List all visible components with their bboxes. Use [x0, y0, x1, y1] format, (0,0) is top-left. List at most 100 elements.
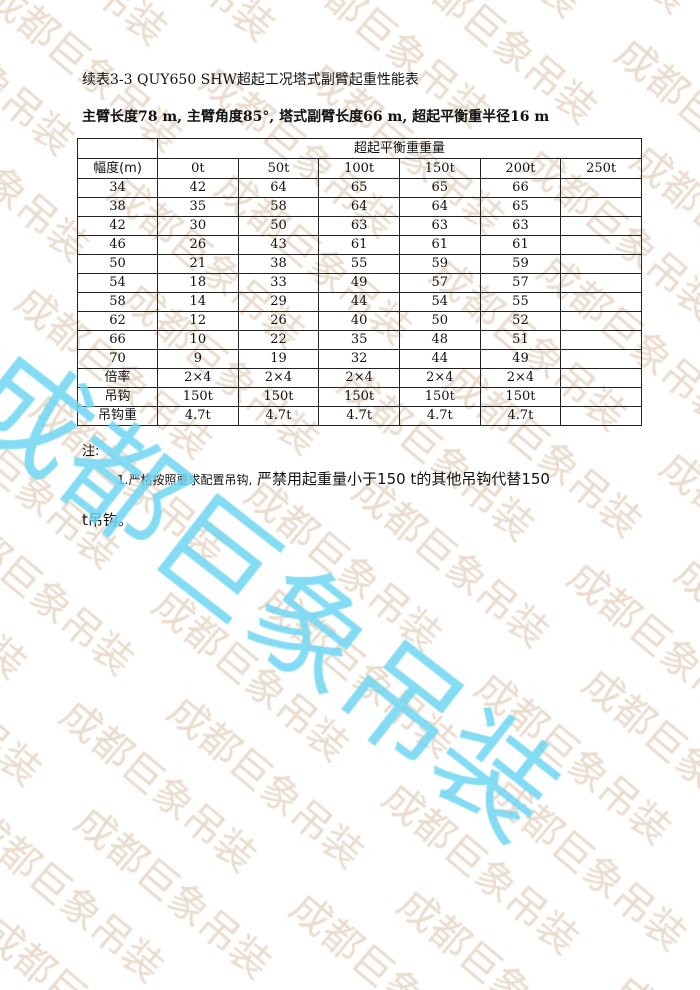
note-item-1: 1.严格按照要求配置吊钩, 严禁用起重量小于150 t的其他吊钩代替150: [82, 469, 662, 490]
table-cell: 57: [479, 273, 562, 293]
table-cell: 2×4: [479, 368, 562, 388]
table-cell: 4.7t: [237, 406, 320, 426]
table-cell: 64: [318, 197, 400, 217]
note-item-1-continued: t吊钩。: [82, 511, 133, 529]
table-cell: [560, 330, 642, 350]
table-cell: 51: [479, 330, 562, 350]
table-row: 58 14 29 44 54 55: [77, 292, 642, 312]
table-cell: 58: [77, 292, 158, 312]
table-cell: [560, 273, 642, 293]
table-cell: [560, 368, 642, 388]
table-cell: 2×4: [398, 368, 481, 388]
table-cell: 63: [479, 216, 562, 236]
table-cell: [560, 216, 642, 236]
table-cell: 59: [479, 254, 562, 274]
load-chart-table: 超起平衡重重量 幅度(m) 0t 50t 100t 150t 200t 250t 34 42 64…: [77, 138, 642, 426]
table-row: 吊钩 150t 150t 150t 150t 150t: [77, 387, 642, 407]
table-cell: 150t: [157, 387, 239, 407]
table-cell: [560, 235, 642, 255]
table-cell: [560, 292, 642, 312]
table-cell: 50: [398, 311, 481, 331]
table-cell: [560, 349, 642, 369]
table-cell: 57: [398, 273, 481, 293]
table-cell: 34: [77, 178, 158, 198]
column-header: 150t: [398, 158, 481, 179]
table-cell: 2×4: [237, 368, 320, 388]
table-cell: 65: [398, 178, 481, 198]
table-cell: 42: [77, 216, 158, 236]
table-cell: [77, 138, 158, 159]
table-row: 34 42 64 65 65 66: [77, 178, 642, 198]
table-cell: 48: [398, 330, 481, 350]
table-cell: 32: [318, 349, 400, 369]
table-row: 38 35 58 64 64 65: [77, 197, 642, 217]
table-cell: 22: [237, 330, 320, 350]
column-header: 200t: [479, 158, 562, 179]
table-cell: 54: [77, 273, 158, 293]
table-cell: 12: [157, 311, 239, 331]
table-cell: 14: [157, 292, 239, 312]
table-cell: 61: [398, 235, 481, 255]
table-cell: 44: [398, 349, 481, 369]
table-cell: 50: [237, 216, 320, 236]
table-cell: 55: [318, 254, 400, 274]
table-cell: 49: [318, 273, 400, 293]
table-cell: 59: [398, 254, 481, 274]
table-cell: [560, 387, 642, 407]
table-cell: 26: [157, 235, 239, 255]
table-cell: 42: [157, 178, 239, 198]
table-cell: 66: [77, 330, 158, 350]
table-cell: 4.7t: [479, 406, 562, 426]
table-row: 62 12 26 40 50 52: [77, 311, 642, 331]
table-row: 42 30 50 63 63 63: [77, 216, 642, 236]
table-cell: 65: [318, 178, 400, 198]
table-row: 50 21 38 55 59 59: [77, 254, 642, 274]
table-cell: 18: [157, 273, 239, 293]
table-cell: 55: [479, 292, 562, 312]
note-item-1-text: 严禁用起重量小于150 t的其他吊钩代替150: [252, 470, 550, 488]
column-header-row: 幅度(m) 0t 50t 100t 150t 200t 250t: [77, 158, 642, 179]
table-row: 54 18 33 49 57 57: [77, 273, 642, 293]
column-header: 50t: [237, 158, 320, 179]
note-label: 注:: [82, 444, 100, 459]
table-cell: 29: [237, 292, 320, 312]
table-cell: 150t: [398, 387, 481, 407]
table-cell: 26: [237, 311, 320, 331]
table-cell: 62: [77, 311, 158, 331]
table-cell: 4.7t: [398, 406, 481, 426]
table-cell: [560, 406, 642, 426]
table-cell: 49: [479, 349, 562, 369]
table-cell: [560, 254, 642, 274]
table-cell: 64: [237, 178, 320, 198]
table-cell: 30: [157, 216, 239, 236]
table-cell: 150t: [479, 387, 562, 407]
table-cell: 吊钩: [77, 387, 158, 407]
table-cell: 10: [157, 330, 239, 350]
table-cell: 2×4: [157, 368, 239, 388]
table-cell: 150t: [237, 387, 320, 407]
column-header: 0t: [157, 158, 239, 179]
group-header: 超起平衡重重量: [157, 138, 642, 159]
table-cell: 40: [318, 311, 400, 331]
column-header: 100t: [318, 158, 400, 179]
table-cell: [560, 311, 642, 331]
table-cell: 64: [398, 197, 481, 217]
table-cell: 52: [479, 311, 562, 331]
table-cell: 46: [77, 235, 158, 255]
table-cell: 63: [398, 216, 481, 236]
table-cell: 21: [157, 254, 239, 274]
table-cell: 44: [318, 292, 400, 312]
table-row: 70 9 19 32 44 49: [77, 349, 642, 369]
table-cell: 65: [479, 197, 562, 217]
notes-section: 注: 1.严格按照要求配置吊钩, 严禁用起重量小于150 t的其他吊钩代替150…: [82, 443, 662, 530]
table-cell: [560, 197, 642, 217]
table-cell: 54: [398, 292, 481, 312]
table-cell: 63: [318, 216, 400, 236]
table-cell: 43: [237, 235, 320, 255]
table-cell: 50: [77, 254, 158, 274]
table-cell: 2×4: [318, 368, 400, 388]
table-row: 吊钩重 4.7t 4.7t 4.7t 4.7t 4.7t: [77, 406, 642, 426]
table-cell: 61: [479, 235, 562, 255]
table-title: 续表3-3 QUY650 SHW超起工况塔式副臂起重性能表: [82, 72, 419, 88]
